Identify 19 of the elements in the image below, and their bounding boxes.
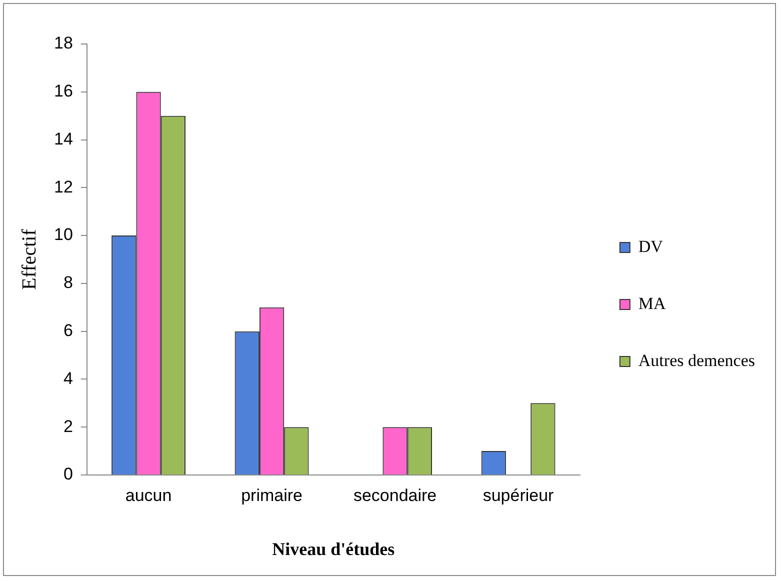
x-tick-label: supérieur [482,486,554,505]
x-tick-label: primaire [241,486,302,505]
y-tick-label: 8 [63,273,73,292]
y-axis-title: Effectif [18,228,40,290]
x-tick-label: aucun [125,486,172,505]
y-tick-label: 10 [54,225,73,244]
y-tick-label: 6 [63,321,73,340]
x-axis-title: Niveau d'études [272,538,395,559]
y-tick-label: 0 [63,464,73,484]
legend-label: Autres demences [638,350,755,370]
y-tick-label: 4 [63,368,73,388]
legend-label: MA [638,294,667,313]
y-tick-label: 18 [54,34,73,53]
y-tick-label: 12 [54,177,73,196]
y-tick-label: 14 [54,129,73,148]
legend-label: DV [638,236,664,256]
x-tick-label: secondaire [353,486,437,505]
y-tick-label: 16 [54,82,73,101]
y-tick-label: 2 [63,416,73,436]
